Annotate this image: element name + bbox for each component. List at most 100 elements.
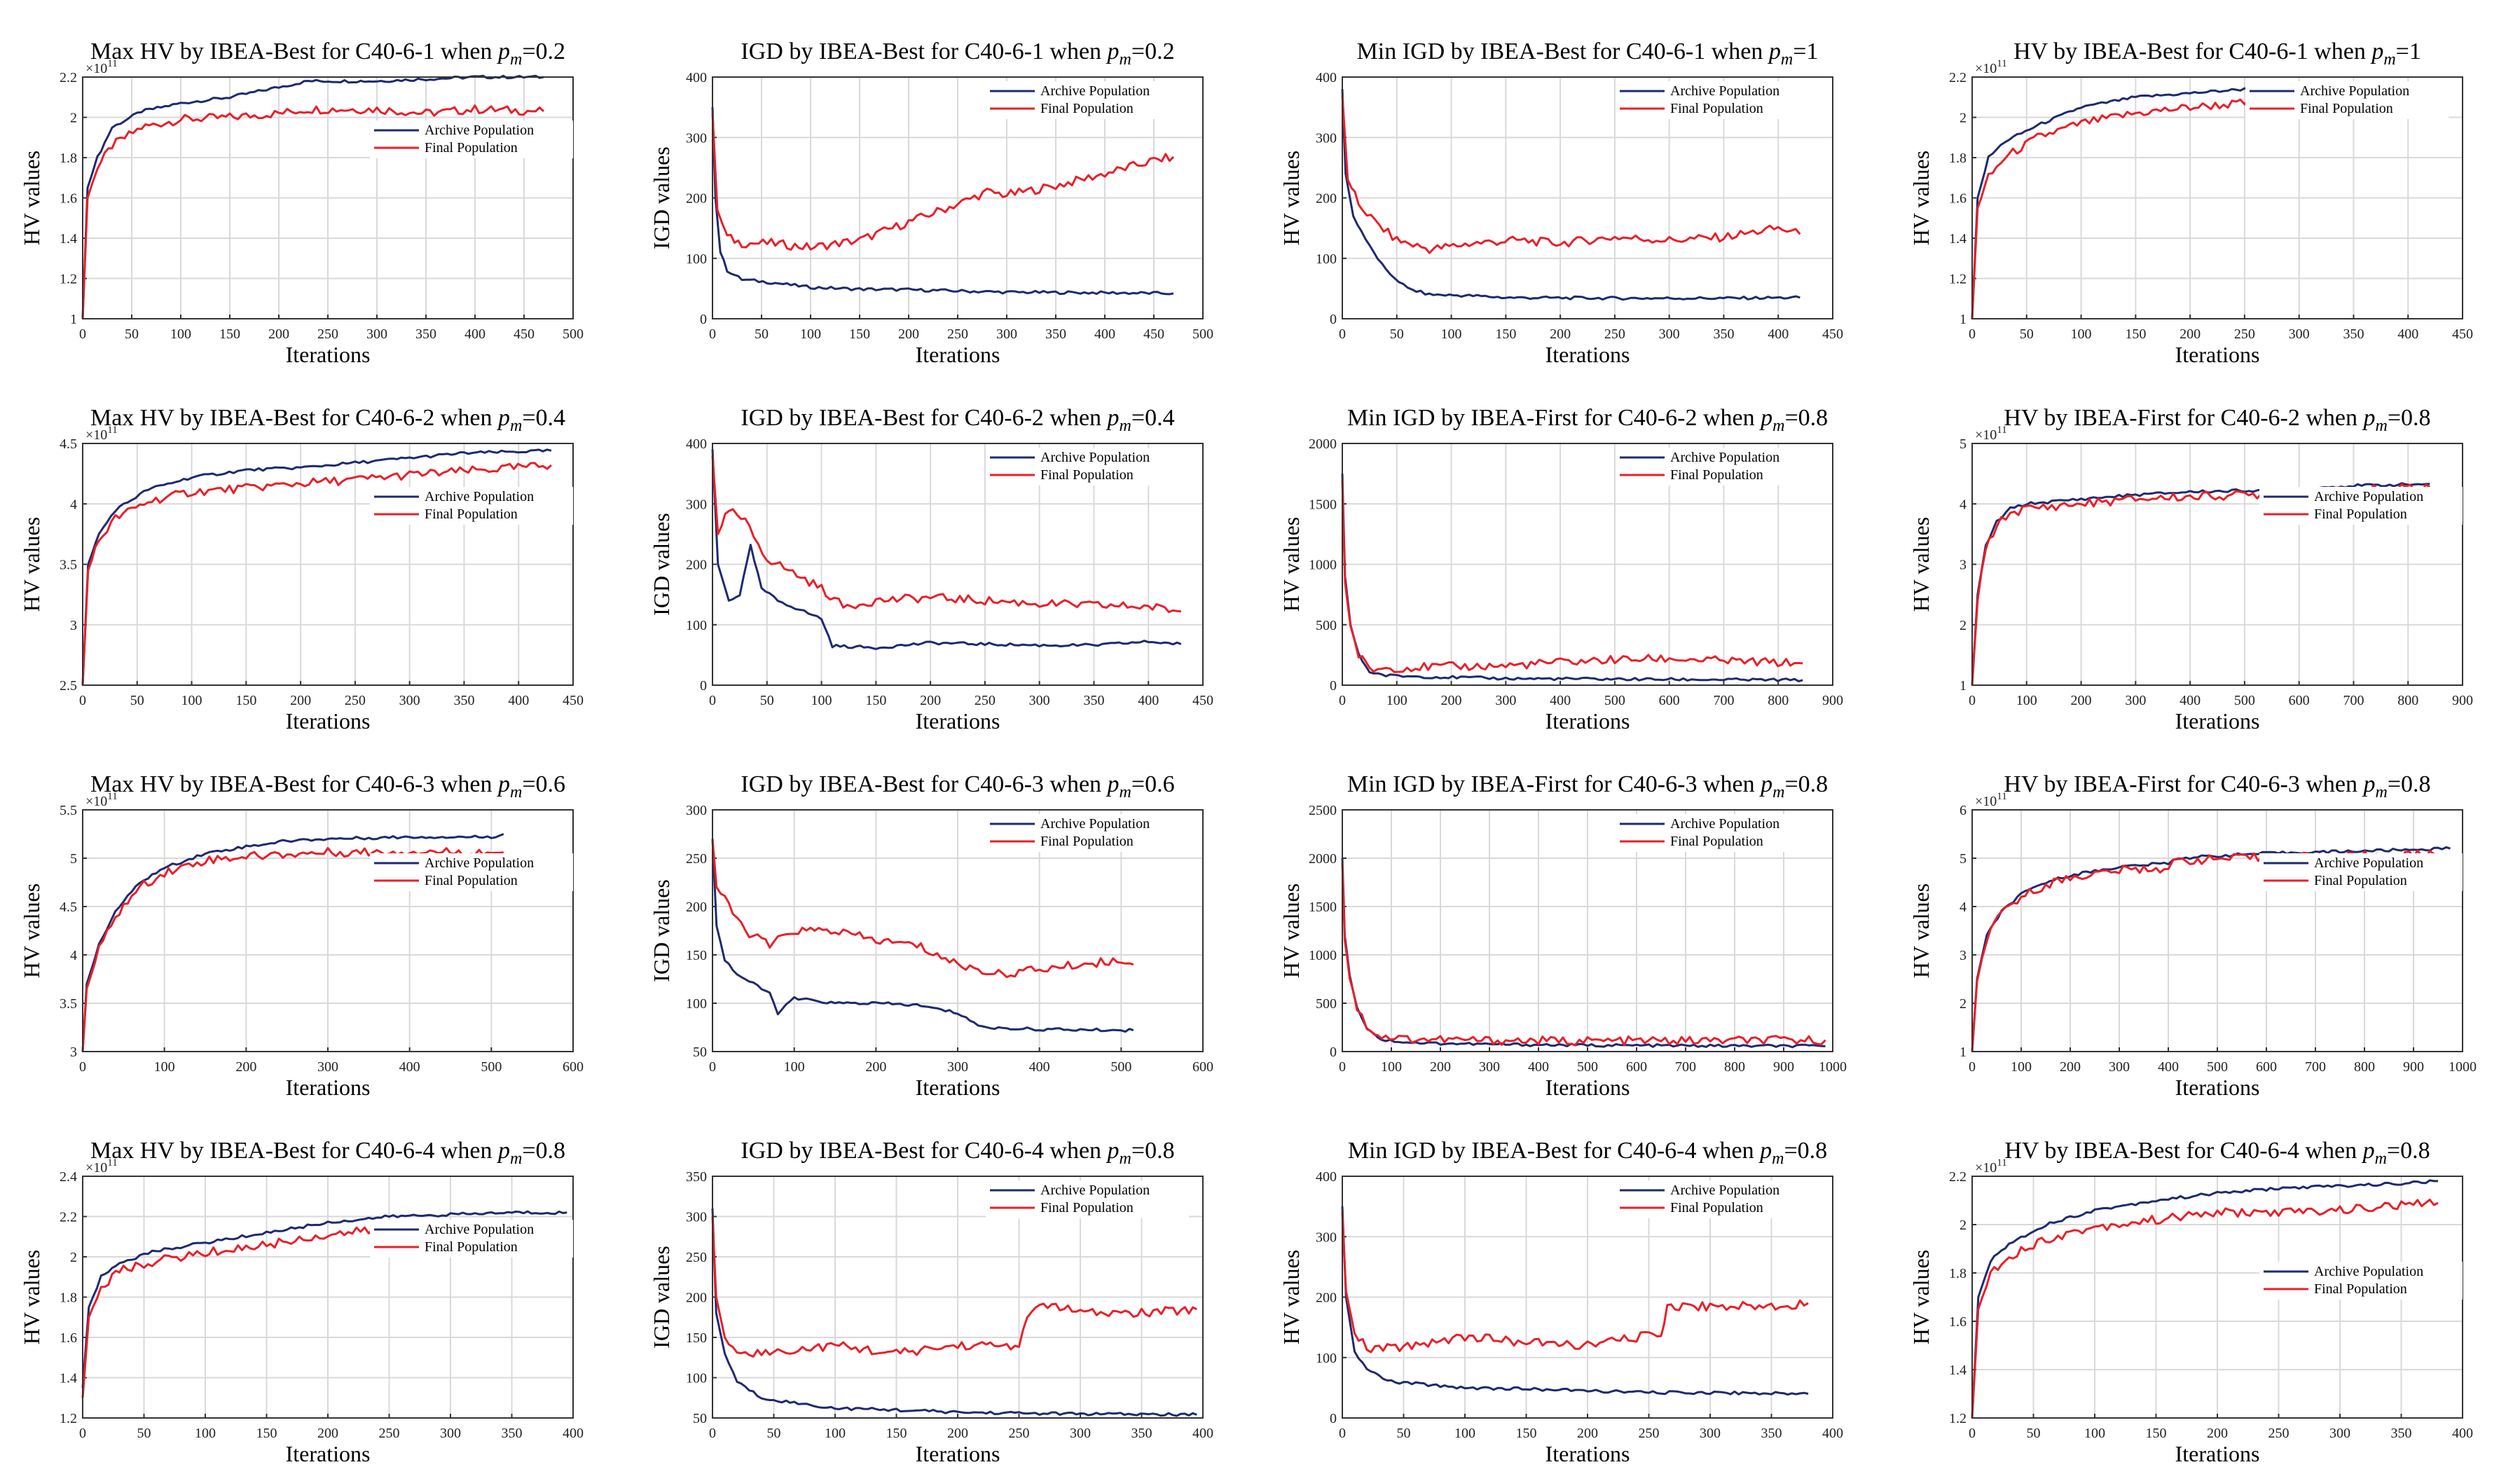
- pm-value: =0.8: [2388, 771, 2431, 797]
- y-tick-label: 1000: [1309, 558, 1337, 573]
- x-tick-label: 50: [125, 326, 139, 342]
- x-tick-label: 250: [379, 1426, 400, 1441]
- x-tick-label: 200: [947, 1426, 968, 1441]
- legend-box: [986, 814, 1189, 852]
- pm-value: =0.8: [2387, 1138, 2430, 1164]
- y-tick-label: 1.8: [60, 1290, 77, 1306]
- x-tick-label: 1000: [2449, 1059, 2477, 1075]
- y-tick-label: 300: [1316, 130, 1337, 146]
- y-tick-label: 2: [1960, 618, 1967, 633]
- pm-subscript: m: [1120, 783, 1131, 801]
- y-exponent-label: ×1011: [85, 58, 118, 76]
- chart-title-main: IGD by IBEA-Best for C40-6-1 when: [741, 39, 1107, 64]
- x-tick-label: 150: [886, 1426, 907, 1441]
- y-tick-label: 350: [686, 1169, 707, 1185]
- pm-value: =1: [2396, 39, 2421, 64]
- x-tick-label: 400: [2158, 1059, 2179, 1075]
- archive-population-line: [711, 107, 1174, 296]
- pm-value: =0.4: [522, 405, 565, 431]
- pm-subscript: m: [1772, 1150, 1784, 1168]
- archive-population-line: [711, 449, 1182, 650]
- pm-subscript: m: [1772, 417, 1784, 435]
- y-tick-label: 50: [693, 1045, 707, 1060]
- chart-title-main: IGD by IBEA-Best for C40-6-3 when: [741, 771, 1107, 797]
- x-tick-label: 200: [1550, 326, 1571, 342]
- x-tick-label: 500: [2207, 1059, 2228, 1075]
- y-axis-label: HV values: [1908, 151, 1934, 245]
- x-tick-label: 400: [1138, 693, 1159, 708]
- x-tick-label: 700: [2343, 693, 2364, 708]
- x-axis-label: Iterations: [1545, 1075, 1630, 1100]
- x-tick-label: 800: [1768, 693, 1789, 708]
- legend-label-archive: Archive Population: [2314, 855, 2423, 871]
- legend-label-archive: Archive Population: [1670, 1183, 1779, 1198]
- x-tick-label: 150: [256, 1426, 277, 1441]
- archive-population-line: [711, 839, 1134, 1033]
- plot-frame: [82, 443, 574, 686]
- x-tick-label: 0: [1969, 326, 1976, 342]
- x-tick-label: 500: [1192, 326, 1213, 342]
- chart-title-main: HV by IBEA-Best for C40-6-4 when: [2004, 1138, 2362, 1164]
- y-exponent-label: ×1011: [85, 425, 118, 443]
- x-tick-label: 300: [2109, 1059, 2130, 1075]
- x-tick-label: 0: [1339, 1426, 1346, 1441]
- x-tick-label: 150: [2146, 1426, 2167, 1441]
- y-tick-label: 1.2: [1949, 1411, 1967, 1426]
- final-population-line: [81, 104, 545, 319]
- x-tick-label: 300: [366, 326, 387, 342]
- y-tick-label: 0: [1330, 1411, 1337, 1426]
- x-tick-label: 250: [975, 693, 996, 708]
- chart-svg: HV by IBEA-Best for C40-6-4 when pm=0.8 0…: [1908, 1138, 2473, 1466]
- x-tick-label: 250: [317, 326, 338, 342]
- x-tick-label: 600: [2256, 1059, 2277, 1075]
- x-tick-label: 300: [1070, 1426, 1091, 1441]
- y-tick-label: 1.2: [60, 272, 77, 287]
- x-tick-label: 900: [2452, 693, 2473, 708]
- y-exponent-label: ×1011: [85, 791, 118, 809]
- x-tick-label: 150: [849, 326, 870, 342]
- pm-value: =0.8: [1784, 771, 1828, 797]
- pm-subscript: m: [1120, 50, 1131, 69]
- archive-population-line: [711, 1208, 1197, 1417]
- chart-panel: HV by IBEA-First for C40-6-2 when pm=0.8…: [1889, 366, 2519, 734]
- x-tick-label: 100: [1454, 1426, 1475, 1441]
- x-tick-label: 350: [1045, 326, 1066, 342]
- chart-panel: Min IGD by IBEA-Best for C40-6-4 when pm…: [1260, 1099, 1889, 1466]
- x-tick-label: 300: [399, 693, 420, 708]
- y-axis-label: HV values: [1908, 1250, 1934, 1344]
- x-tick-label: 350: [415, 326, 436, 342]
- pm-value: =0.8: [2388, 405, 2431, 431]
- x-tick-label: 150: [865, 693, 886, 708]
- x-axis-label: Iterations: [286, 1075, 371, 1100]
- x-tick-label: 350: [453, 693, 474, 708]
- y-tick-label: 2000: [1309, 851, 1337, 867]
- chart-title-main: Max HV by IBEA-Best for C40-6-3 when: [90, 771, 498, 797]
- plot-frame: [712, 1176, 1204, 1419]
- x-tick-label: 600: [563, 1059, 584, 1075]
- x-tick-label: 200: [317, 1426, 338, 1441]
- y-tick-label: 2.2: [1949, 1169, 1967, 1185]
- legend-label-archive: Archive Population: [1040, 83, 1150, 99]
- x-tick-label: 350: [1713, 326, 1734, 342]
- x-tick-label: 100: [2011, 1059, 2032, 1075]
- y-tick-label: 1.8: [60, 151, 77, 166]
- chart-panel: Max HV by IBEA-Best for C40-6-4 when pm=…: [0, 1099, 630, 1466]
- legend-label-final: Final Population: [2314, 507, 2407, 522]
- y-tick-label: 0: [700, 678, 707, 694]
- chart-svg: Min IGD by IBEA-First for C40-6-2 when p…: [1279, 405, 1843, 734]
- x-tick-label: 400: [1550, 693, 1571, 708]
- y-axis-label: IGD values: [649, 513, 674, 616]
- x-tick-label: 50: [760, 693, 774, 708]
- chart-title-main: Max HV by IBEA-Best for C40-6-2 when: [90, 405, 498, 431]
- x-tick-label: 350: [1761, 1426, 1782, 1441]
- pm-symbol: p: [1106, 771, 1120, 797]
- x-tick-label: 600: [1659, 693, 1680, 708]
- legend-label-archive: Archive Population: [425, 1222, 534, 1237]
- x-axis-label: Iterations: [286, 1441, 371, 1466]
- x-axis-label: Iterations: [286, 708, 371, 734]
- y-tick-label: 2.2: [60, 1210, 77, 1225]
- y-axis-label: HV values: [1279, 883, 1304, 978]
- y-tick-label: 300: [686, 130, 707, 146]
- legend-label-archive: Archive Population: [425, 123, 534, 138]
